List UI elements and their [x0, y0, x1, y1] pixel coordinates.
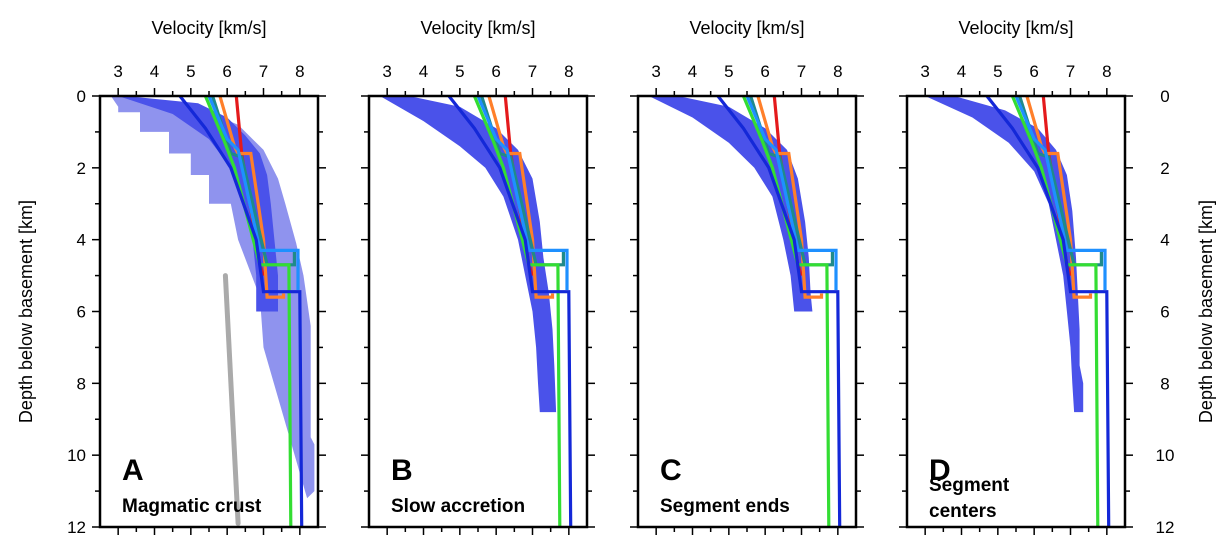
- panel-caption: centers: [929, 501, 997, 522]
- x-axis-label: Velocity [km/s]: [151, 18, 266, 38]
- x-tick-label: 5: [724, 62, 733, 81]
- y-tick-label-right: 2: [1160, 159, 1169, 178]
- reference-curve-lightblue: [207, 96, 300, 290]
- velocity-range-band-1: [379, 96, 557, 413]
- reference-curve-teal: [211, 96, 296, 267]
- panel-caption: Segment ends: [660, 496, 790, 517]
- x-tick-label: 7: [1066, 62, 1075, 81]
- x-tick-label: 4: [957, 62, 966, 81]
- panel-c: 3 4 5 6 7 8 Velocity [km/s] C Segment ends: [630, 18, 864, 535]
- x-tick-label: 6: [491, 62, 500, 81]
- panel-caption: Slow accretion: [391, 496, 525, 517]
- x-tick-label: 5: [186, 62, 195, 81]
- reference-curve-blue: [985, 96, 1111, 527]
- y-tick-label-right: 4: [1160, 231, 1169, 250]
- panel-b: 3 4 5 6 7 8 Velocity [km/s] B Slow accretion: [361, 18, 595, 535]
- velocity-range-band-1: [648, 96, 813, 312]
- plot-area: [379, 96, 573, 527]
- y-tick-label-left: 4: [77, 231, 86, 250]
- reference-curve-blue: [716, 96, 842, 527]
- x-axis-label: Velocity [km/s]: [689, 18, 804, 38]
- x-tick-label: 8: [564, 62, 573, 81]
- x-tick-label: 8: [833, 62, 842, 81]
- reference-curve-teal: [1018, 96, 1103, 267]
- y-tick-label-right: 0: [1160, 87, 1169, 106]
- y-axis-label-right: Depth below basement [km]: [1196, 200, 1216, 423]
- reference-curve-lightblue: [476, 96, 569, 290]
- x-tick-label: 4: [688, 62, 697, 81]
- reference-curve-teal: [480, 96, 565, 267]
- x-tick-label: 3: [920, 62, 929, 81]
- x-tick-label: 8: [1102, 62, 1111, 81]
- plot-area: [110, 96, 315, 527]
- reference-curve-blue: [178, 96, 304, 527]
- panel-letter: D: [929, 454, 951, 487]
- x-tick-label: 3: [651, 62, 660, 81]
- y-tick-label-right: 10: [1156, 446, 1175, 465]
- x-tick-label: 5: [455, 62, 464, 81]
- panel-caption: Segment: [929, 475, 1010, 496]
- y-tick-label-left: 8: [77, 374, 86, 393]
- y-tick-label-left: 6: [77, 303, 86, 322]
- x-tick-label: 6: [760, 62, 769, 81]
- y-tick-label-left: 0: [77, 87, 86, 106]
- x-tick-label: 7: [797, 62, 806, 81]
- reference-curve-lightblue: [745, 96, 838, 290]
- x-tick-label: 3: [113, 62, 122, 81]
- panel-caption: Magmatic crust: [122, 496, 262, 517]
- reference-curve-teal: [749, 96, 834, 267]
- gray-reference-curve: [222, 273, 241, 526]
- y-tick-label-right: 8: [1160, 374, 1169, 393]
- y-tick-label-left: 2: [77, 159, 86, 178]
- x-axis-label: Velocity [km/s]: [420, 18, 535, 38]
- panel-a: 3 4 5 6 7 8 Velocity [km/s] A Magmatic crust: [92, 18, 326, 535]
- plot-area: [648, 96, 842, 527]
- x-tick-label: 6: [1029, 62, 1038, 81]
- x-tick-label: 7: [259, 62, 268, 81]
- reference-curve-lightblue: [1014, 96, 1107, 290]
- x-tick-label: 4: [419, 62, 428, 81]
- panel-letter: A: [122, 454, 144, 487]
- y-tick-label-right: 12: [1156, 518, 1175, 537]
- panel-letter: B: [391, 454, 413, 487]
- velocity-range-band-1: [925, 96, 1084, 413]
- reference-curve-blue: [447, 96, 573, 527]
- x-tick-label: 8: [295, 62, 304, 81]
- plot-area: [925, 96, 1111, 527]
- x-tick-label: 5: [993, 62, 1002, 81]
- y-axis-label-left: Depth below basement [km]: [16, 200, 36, 423]
- x-tick-label: 3: [382, 62, 391, 81]
- x-axis-label: Velocity [km/s]: [958, 18, 1073, 38]
- y-tick-label-left: 12: [67, 518, 86, 537]
- x-tick-label: 7: [528, 62, 537, 81]
- y-tick-label-right: 6: [1160, 303, 1169, 322]
- x-tick-label: 6: [222, 62, 231, 81]
- y-tick-label-left: 10: [67, 446, 86, 465]
- x-tick-label: 4: [150, 62, 159, 81]
- panel-letter: C: [660, 454, 682, 487]
